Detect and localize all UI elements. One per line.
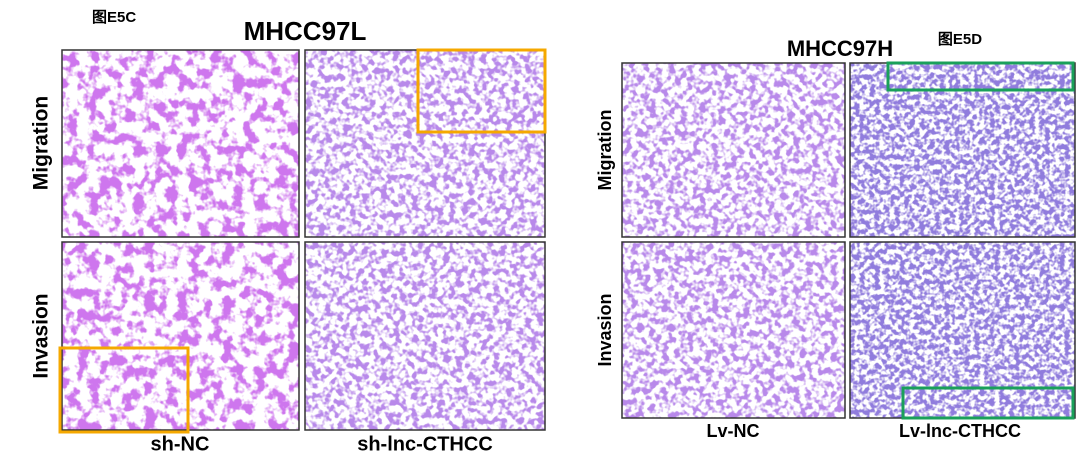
micrographs: [58, 48, 547, 434]
panel-tag: 图E5D: [938, 31, 982, 48]
micrographs: [621, 61, 1076, 420]
panel-title: MHCC97L: [244, 16, 367, 46]
column-label: sh-lnc-CTHCC: [357, 433, 493, 455]
row-label: Invasion: [30, 293, 53, 378]
row-label: Migration: [595, 110, 615, 191]
panel-title: MHCC97H: [787, 36, 893, 61]
row-label: Invasion: [595, 293, 615, 366]
column-label: Lv-NC: [707, 421, 760, 441]
column-label: sh-NC: [151, 433, 210, 455]
panel-tag: 图E5C: [92, 9, 136, 26]
column-label: Lv-lnc-CTHCC: [899, 421, 1021, 441]
row-label: Migration: [30, 96, 53, 191]
